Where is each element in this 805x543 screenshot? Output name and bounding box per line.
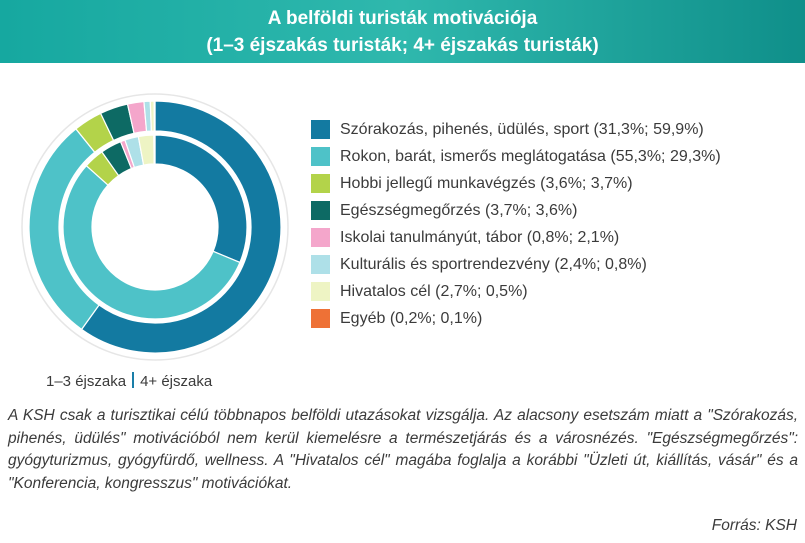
legend-label: Egészségmegőrzés (3,7%; 3,6%) <box>340 201 578 219</box>
legend-swatch <box>311 147 330 166</box>
inner-ring-slice-8 <box>153 134 156 165</box>
legend-item: Szórakozás, pihenés, üdülés, sport (31,3… <box>311 116 721 143</box>
outer-ring-slice-1 <box>80 100 282 354</box>
legend-item: Hivatalos cél (2,7%; 0,5%) <box>311 278 721 305</box>
chart-title-banner: A belföldi turisták motivációja (1–3 éjs… <box>0 0 805 63</box>
ring-legend-outer: 4+ éjszaka <box>140 373 213 390</box>
legend-label: Rokon, barát, ismerős meglátogatása (55,… <box>340 147 721 165</box>
nested-donut-chart <box>21 93 289 361</box>
legend-label: Hobbi jellegű munkavégzés (3,6%; 3,7%) <box>340 174 633 192</box>
legend-swatch <box>311 174 330 193</box>
legend-item: Egészségmegőrzés (3,7%; 3,6%) <box>311 197 721 224</box>
inner-ring-slice-2 <box>62 164 241 320</box>
legend-label: Egyéb (0,2%; 0,1%) <box>340 309 483 327</box>
legend-swatch <box>311 120 330 139</box>
legend-label: Szórakozás, pihenés, üdülés, sport (31,3… <box>340 120 704 138</box>
legend-label: Iskolai tanulmányút, tábor (0,8%; 2,1%) <box>340 228 620 246</box>
footnote: A KSH csak a turisztikai célú többnapos … <box>8 407 798 492</box>
legend-item: Rokon, barát, ismerős meglátogatása (55,… <box>311 143 721 170</box>
legend-swatch <box>311 282 330 301</box>
outer-ring-slice-8 <box>153 100 156 132</box>
ring-legend: 1–3 éjszaka 4+ éjszaka <box>46 372 212 390</box>
chart-title: A belföldi turisták motivációja <box>267 8 538 29</box>
legend-label: Hivatalos cél (2,7%; 0,5%) <box>340 282 528 300</box>
source-label: Forrás: KSH <box>711 517 797 534</box>
legend-swatch <box>311 255 330 274</box>
ring-legend-inner: 1–3 éjszaka <box>46 373 127 390</box>
legend-swatch <box>311 228 330 247</box>
chart-subtitle: (1–3 éjszakás turisták; 4+ éjszakás turi… <box>206 35 599 56</box>
legend-item: Egyéb (0,2%; 0,1%) <box>311 305 721 332</box>
legend-swatch <box>311 201 330 220</box>
legend-item: Hobbi jellegű munkavégzés (3,6%; 3,7%) <box>311 170 721 197</box>
legend-swatch <box>311 309 330 328</box>
ring-legend-separator <box>132 372 135 388</box>
legend-label: Kulturális és sportrendezvény (2,4%; 0,8… <box>340 255 647 273</box>
chart-legend: Szórakozás, pihenés, üdülés, sport (31,3… <box>311 116 721 332</box>
donut-frame <box>21 93 289 361</box>
legend-item: Iskolai tanulmányút, tábor (0,8%; 2,1%) <box>311 224 721 251</box>
legend-item: Kulturális és sportrendezvény (2,4%; 0,8… <box>311 251 721 278</box>
